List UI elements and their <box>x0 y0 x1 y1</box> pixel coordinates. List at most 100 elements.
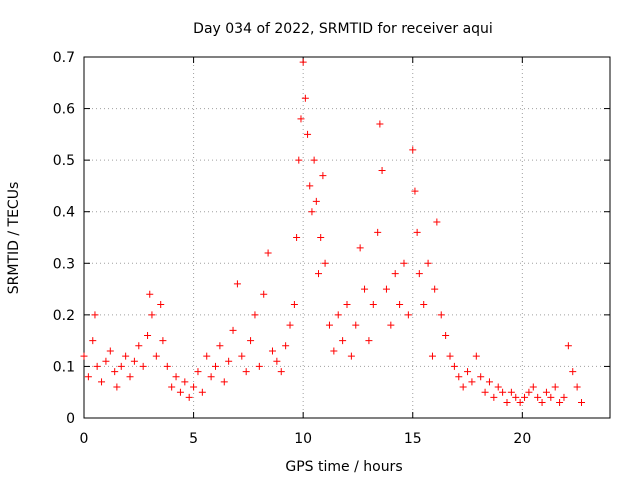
data-point <box>321 259 329 267</box>
plot-frame <box>83 56 611 419</box>
y-axis-label: SRMTID / TECUs <box>6 182 22 295</box>
data-point <box>117 362 125 370</box>
data-point <box>516 399 524 407</box>
data-point <box>481 388 489 396</box>
y-tick-label: 0.2 <box>53 308 75 324</box>
data-point <box>369 301 377 309</box>
data-point <box>286 321 294 329</box>
data-point <box>569 368 577 376</box>
data-point <box>551 383 559 391</box>
data-point <box>139 362 147 370</box>
data-point <box>455 373 463 381</box>
data-point <box>220 378 228 386</box>
data-point <box>102 357 110 365</box>
chart-title: Day 034 of 2022, SRMTID for receiver aqu… <box>193 21 493 37</box>
data-point <box>293 234 301 241</box>
data-point <box>212 362 219 370</box>
data-point <box>301 94 309 102</box>
data-point <box>459 383 467 391</box>
data-point <box>207 373 215 381</box>
data-point <box>347 352 355 360</box>
data-point <box>148 311 156 319</box>
data-point <box>268 347 276 355</box>
data-point <box>573 383 581 391</box>
x-tick-label: 15 <box>404 431 422 447</box>
data-point <box>330 347 338 355</box>
data-point <box>273 357 281 365</box>
data-point <box>578 399 586 407</box>
data-point <box>91 311 99 319</box>
data-point <box>356 244 364 252</box>
data-point <box>299 58 307 66</box>
data-point <box>431 285 439 293</box>
data-point <box>111 368 119 376</box>
data-point <box>391 270 399 278</box>
data-point <box>306 182 314 190</box>
y-tick-label: 0.6 <box>53 102 75 118</box>
data-point <box>507 388 515 396</box>
data-point <box>93 362 101 370</box>
data-point <box>172 373 180 381</box>
data-point <box>315 270 323 278</box>
data-point <box>415 270 423 278</box>
data-point <box>319 172 327 180</box>
data-point <box>308 208 316 216</box>
data-point <box>525 388 533 396</box>
data-point <box>542 388 550 396</box>
data-point <box>512 393 520 401</box>
data-point <box>247 337 255 345</box>
data-point <box>400 259 408 267</box>
data-point <box>468 378 476 386</box>
data-point <box>472 352 480 360</box>
data-point <box>424 259 432 267</box>
data-point <box>450 362 458 370</box>
y-tick-label: 0.7 <box>53 50 75 66</box>
data-point <box>225 357 233 365</box>
x-tick-label: 10 <box>294 431 312 447</box>
x-tick-label: 5 <box>189 431 198 447</box>
data-point <box>98 378 106 386</box>
data-point <box>185 393 193 401</box>
data-point <box>404 311 412 319</box>
data-point <box>277 368 285 376</box>
data-point <box>490 393 498 401</box>
data-point <box>499 388 507 396</box>
data-point <box>485 378 493 386</box>
data-point <box>260 290 268 298</box>
data-point <box>190 383 198 391</box>
data-point <box>396 301 404 309</box>
data-point <box>494 383 502 391</box>
data-point <box>297 115 305 123</box>
data-point <box>409 146 417 154</box>
data-point <box>352 321 360 329</box>
data-point <box>365 337 373 345</box>
data-point <box>152 352 160 360</box>
data-point <box>374 228 382 236</box>
data-point <box>198 388 206 396</box>
data-point <box>556 399 564 407</box>
data-point <box>122 352 130 360</box>
data-point <box>106 347 114 355</box>
data-point <box>304 130 312 138</box>
data-point <box>84 373 92 381</box>
data-point <box>233 280 241 288</box>
data-point <box>295 156 303 164</box>
data-point <box>282 342 290 350</box>
data-point <box>529 383 537 391</box>
data-point <box>203 352 211 360</box>
data-point <box>564 342 572 350</box>
data-point <box>334 311 342 319</box>
data-point <box>503 399 511 407</box>
data-point <box>560 393 568 401</box>
data-point <box>382 285 390 293</box>
data-point <box>325 321 333 329</box>
data-point <box>442 331 450 339</box>
data-point <box>229 326 237 334</box>
data-point <box>113 383 121 391</box>
data-point <box>176 388 184 396</box>
data-point <box>317 234 325 241</box>
data-point <box>157 301 165 309</box>
data-point <box>387 321 395 329</box>
data-point <box>534 393 542 401</box>
